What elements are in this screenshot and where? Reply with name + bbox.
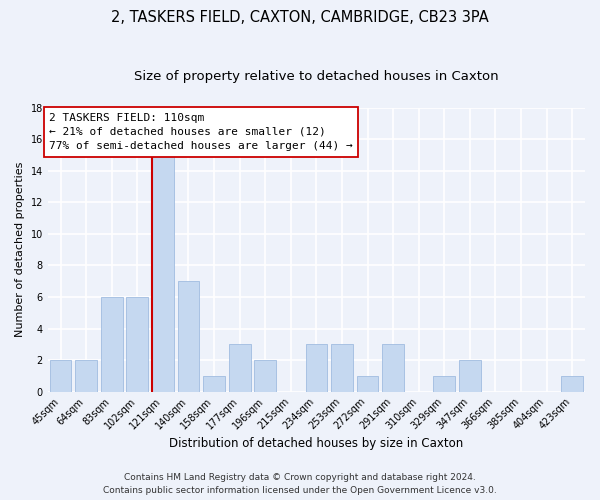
Y-axis label: Number of detached properties: Number of detached properties — [15, 162, 25, 338]
Text: 2 TASKERS FIELD: 110sqm
← 21% of detached houses are smaller (12)
77% of semi-de: 2 TASKERS FIELD: 110sqm ← 21% of detache… — [49, 112, 353, 152]
Bar — [203, 376, 225, 392]
Bar — [101, 297, 122, 392]
Bar — [305, 344, 327, 392]
Bar — [356, 376, 379, 392]
Bar — [75, 360, 97, 392]
X-axis label: Distribution of detached houses by size in Caxton: Distribution of detached houses by size … — [169, 437, 464, 450]
Bar — [178, 281, 199, 392]
Bar — [152, 155, 174, 392]
Title: Size of property relative to detached houses in Caxton: Size of property relative to detached ho… — [134, 70, 499, 83]
Bar — [254, 360, 276, 392]
Bar — [331, 344, 353, 392]
Bar — [562, 376, 583, 392]
Bar — [459, 360, 481, 392]
Text: Contains HM Land Registry data © Crown copyright and database right 2024.
Contai: Contains HM Land Registry data © Crown c… — [103, 473, 497, 495]
Bar — [50, 360, 71, 392]
Bar — [433, 376, 455, 392]
Text: 2, TASKERS FIELD, CAXTON, CAMBRIDGE, CB23 3PA: 2, TASKERS FIELD, CAXTON, CAMBRIDGE, CB2… — [111, 10, 489, 25]
Bar — [229, 344, 251, 392]
Bar — [127, 297, 148, 392]
Bar — [382, 344, 404, 392]
